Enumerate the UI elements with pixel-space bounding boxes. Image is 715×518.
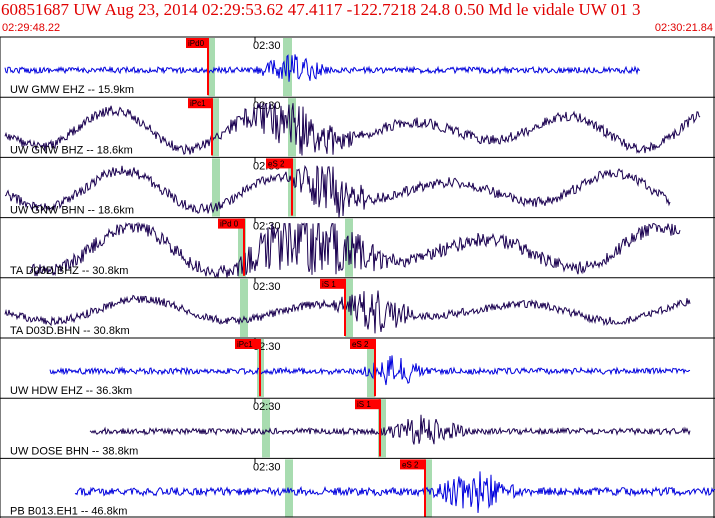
station-label: UW GNW BHZ -- 18.6km bbox=[10, 144, 133, 156]
event-header-title: 60851687 UW Aug 23, 2014 02:29:53.62 47.… bbox=[1, 0, 641, 19]
s-pick-label: iS 1 bbox=[322, 280, 336, 289]
p-window-band bbox=[212, 158, 220, 217]
s-window-band bbox=[378, 399, 386, 458]
waveform-trace bbox=[74, 471, 715, 513]
waveform-trace bbox=[4, 54, 641, 82]
waveform-trace bbox=[4, 103, 701, 156]
station-label: PB B013.EH1 -- 46.8km bbox=[10, 506, 127, 518]
s-pick-flag[interactable] bbox=[350, 339, 375, 349]
station-label: UW DOSE BHN -- 38.8km bbox=[10, 445, 138, 457]
station-label: TA D03D.BHN -- 30.8km bbox=[10, 325, 130, 337]
waveform-trace bbox=[49, 355, 691, 386]
p-window-band bbox=[285, 459, 293, 518]
s-pick-flag[interactable] bbox=[355, 399, 380, 410]
time-tick-label: 02:30 bbox=[253, 281, 281, 293]
waveform-trace bbox=[4, 164, 671, 218]
p-pick-label: iPd0 bbox=[188, 39, 205, 48]
station-label: UW GNW BHN -- 18.6km bbox=[10, 205, 134, 217]
waveform-trace bbox=[4, 290, 691, 334]
s-window-band bbox=[283, 38, 292, 97]
p-pick-flag[interactable] bbox=[186, 38, 208, 48]
s-pick-flag[interactable] bbox=[320, 278, 345, 289]
s-window-band bbox=[345, 218, 353, 277]
s-pick-label: eS 2 bbox=[402, 460, 419, 469]
waveform-trace bbox=[89, 414, 691, 445]
s-pick-label: iS 1 bbox=[357, 400, 371, 409]
waveform-trace bbox=[29, 221, 681, 278]
s-pick-flag[interactable] bbox=[400, 459, 425, 470]
s-pick-label: eS 2 bbox=[352, 340, 369, 349]
s-pick-flag[interactable] bbox=[266, 158, 292, 169]
s-pick-label: eS 2 bbox=[268, 159, 285, 168]
p-window-band bbox=[238, 218, 246, 277]
s-window-band bbox=[288, 98, 296, 157]
time-tick-label: 02:30 bbox=[253, 40, 281, 52]
p-window-band bbox=[240, 278, 248, 337]
station-label: UW HDW EHZ -- 36.3km bbox=[10, 385, 132, 397]
window-end-time: 02:30:21.84 bbox=[654, 22, 713, 34]
p-pick-label: iPd 0 bbox=[220, 220, 239, 229]
window-start-time: 02:29:48.22 bbox=[2, 22, 61, 34]
time-tick-label: 02:30 bbox=[253, 461, 281, 473]
station-label: UW GMW EHZ -- 15.9km bbox=[10, 84, 134, 96]
p-pick-flag[interactable] bbox=[235, 339, 260, 349]
p-window-band bbox=[208, 38, 215, 97]
station-label: TA D03D.BHZ -- 30.8km bbox=[10, 265, 128, 277]
p-window-band bbox=[262, 399, 270, 458]
s-window-band bbox=[367, 339, 375, 398]
p-pick-label: iPc1 bbox=[190, 99, 206, 108]
p-pick-flag[interactable] bbox=[218, 218, 244, 229]
p-pick-flag[interactable] bbox=[188, 98, 212, 109]
p-window-band bbox=[212, 98, 219, 157]
s-window-band bbox=[425, 459, 432, 518]
time-tick-label: 02:30 bbox=[253, 401, 281, 413]
p-pick-label: iPc1 bbox=[237, 340, 253, 349]
time-tick-label: 02:30 bbox=[253, 221, 281, 233]
